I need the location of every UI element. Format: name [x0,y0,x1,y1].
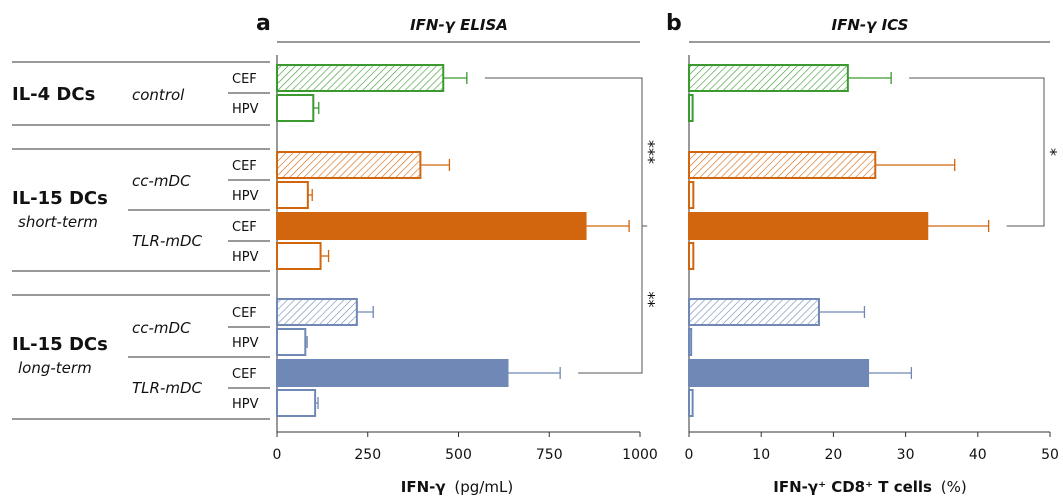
bar [276,389,317,417]
significance-bracket [578,225,648,374]
panel-a-chart: 0 250 500 750 1000***** [273,55,659,463]
bar [688,64,849,92]
bar [276,151,422,179]
bar [688,242,695,270]
panel-b-xlabel: IFN-γ⁺ CD8⁺ T cells (%) [773,478,966,496]
row-label: CEF [232,220,257,235]
row-label: HPV [232,397,259,412]
group-il15-short-sub: short-term [18,213,98,231]
significance-bracket [909,77,1045,227]
panel-b-xlabel-main: IFN-γ⁺ CD8⁺ T cells [773,478,932,496]
bar [276,298,358,326]
row-label: HPV [232,102,259,117]
row-label: CEF [232,306,257,321]
row-label: HPV [232,250,259,265]
significance-label: * [1042,148,1061,156]
row-label: CEF [232,367,257,382]
panel-a-letter: a [256,11,271,36]
x-tick-label: 30 [897,447,915,463]
bar [688,359,870,387]
panel-b-xlabel-unit: (%) [941,478,967,496]
bar [276,94,315,122]
significance-label: *** [640,140,659,164]
bar [688,328,693,356]
x-tick-label: 1000 [622,447,658,463]
x-tick-label: 250 [354,447,381,463]
row-label: CEF [232,72,257,87]
bar [688,212,929,240]
bar [688,151,877,179]
x-tick-label: 10 [752,447,770,463]
group-il15-long-tlrmdc: TLR-mDC [132,379,203,397]
row-label: HPV [232,189,259,204]
panel-a-title: IFN-γ ELISA [410,16,508,34]
panel-a-xlabel-main: IFN-γ [401,478,446,496]
row-label-table: IL-4 DCs control IL-15 DCs short-term cc… [12,61,270,420]
group-il15-long-label: IL-15 DCs [12,334,108,355]
group-il15-long-sub: long-term [18,359,92,377]
significance-label: ** [640,292,659,308]
bar [688,94,694,122]
bar [276,181,309,209]
bar [276,242,322,270]
row-label: CEF [232,159,257,174]
bar [276,328,307,356]
x-tick-label: 20 [824,447,842,463]
group-il4-condition: control [132,86,185,104]
group-il15-short-tlrmdc: TLR-mDC [132,232,203,250]
group-il15-short-ccmdc: cc-mDC [132,172,191,190]
bar [276,64,445,92]
bar [276,212,587,240]
x-tick-label: 0 [685,447,694,463]
x-tick-label: 750 [536,447,563,463]
bar [276,359,509,387]
group-il4-label: IL-4 DCs [12,84,95,105]
panel-a-xlabel: IFN-γ (pg/mL) [401,478,513,496]
x-tick-label: 50 [1041,447,1059,463]
group-il15-short-label: IL-15 DCs [12,188,108,209]
panel-b-chart: 0 10 20 30 40 50 * [685,55,1061,463]
panel-b-letter: b [666,11,682,36]
x-tick-label: 0 [273,447,282,463]
bar [688,298,820,326]
bar [688,389,694,417]
panel-a-xlabel-unit: (pg/mL) [454,478,513,496]
x-tick-label: 500 [445,447,472,463]
group-il15-long-ccmdc: cc-mDC [132,319,191,337]
panel-b-title: IFN-γ ICS [832,16,909,34]
bar [688,181,695,209]
row-label: HPV [232,336,259,351]
significance-bracket [484,77,648,227]
x-tick-label: 40 [969,447,987,463]
